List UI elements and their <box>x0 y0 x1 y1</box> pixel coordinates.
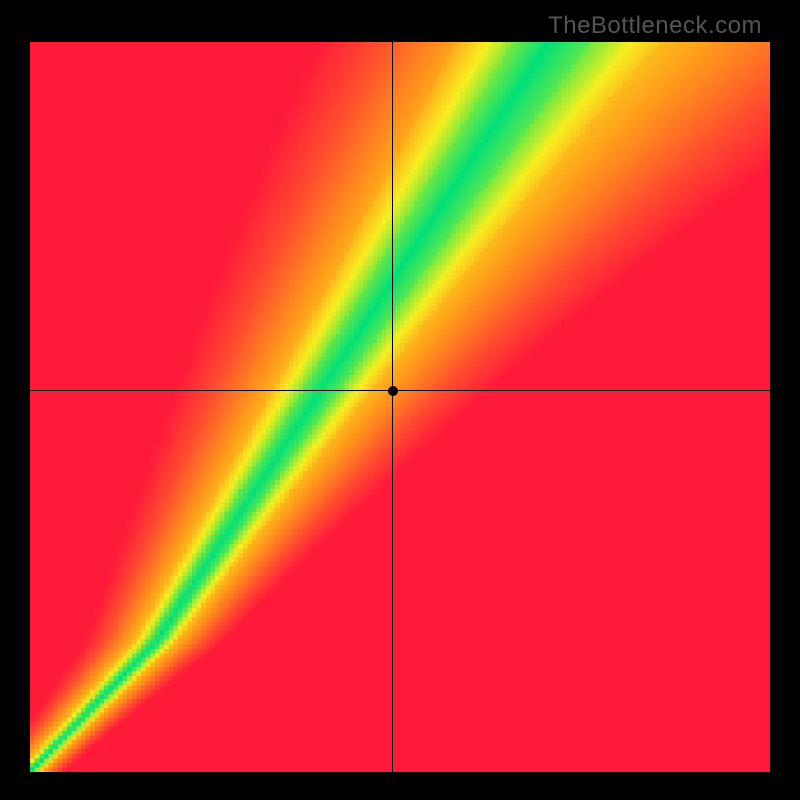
crosshair-vertical <box>392 42 393 772</box>
watermark-text: TheBottleneck.com <box>548 12 762 40</box>
crosshair-marker <box>388 386 398 396</box>
bottleneck-heatmap <box>30 42 770 772</box>
chart-frame: { "watermark": { "text": "TheBottleneck.… <box>0 0 800 800</box>
plot-area <box>30 42 770 772</box>
crosshair-horizontal <box>30 390 770 391</box>
